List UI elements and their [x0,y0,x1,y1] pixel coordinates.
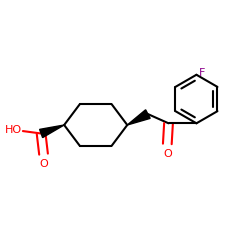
Text: O: O [163,149,172,159]
Text: O: O [39,160,48,170]
Polygon shape [127,110,150,125]
Text: F: F [199,68,206,78]
Polygon shape [40,125,64,138]
Text: HO: HO [4,125,22,135]
